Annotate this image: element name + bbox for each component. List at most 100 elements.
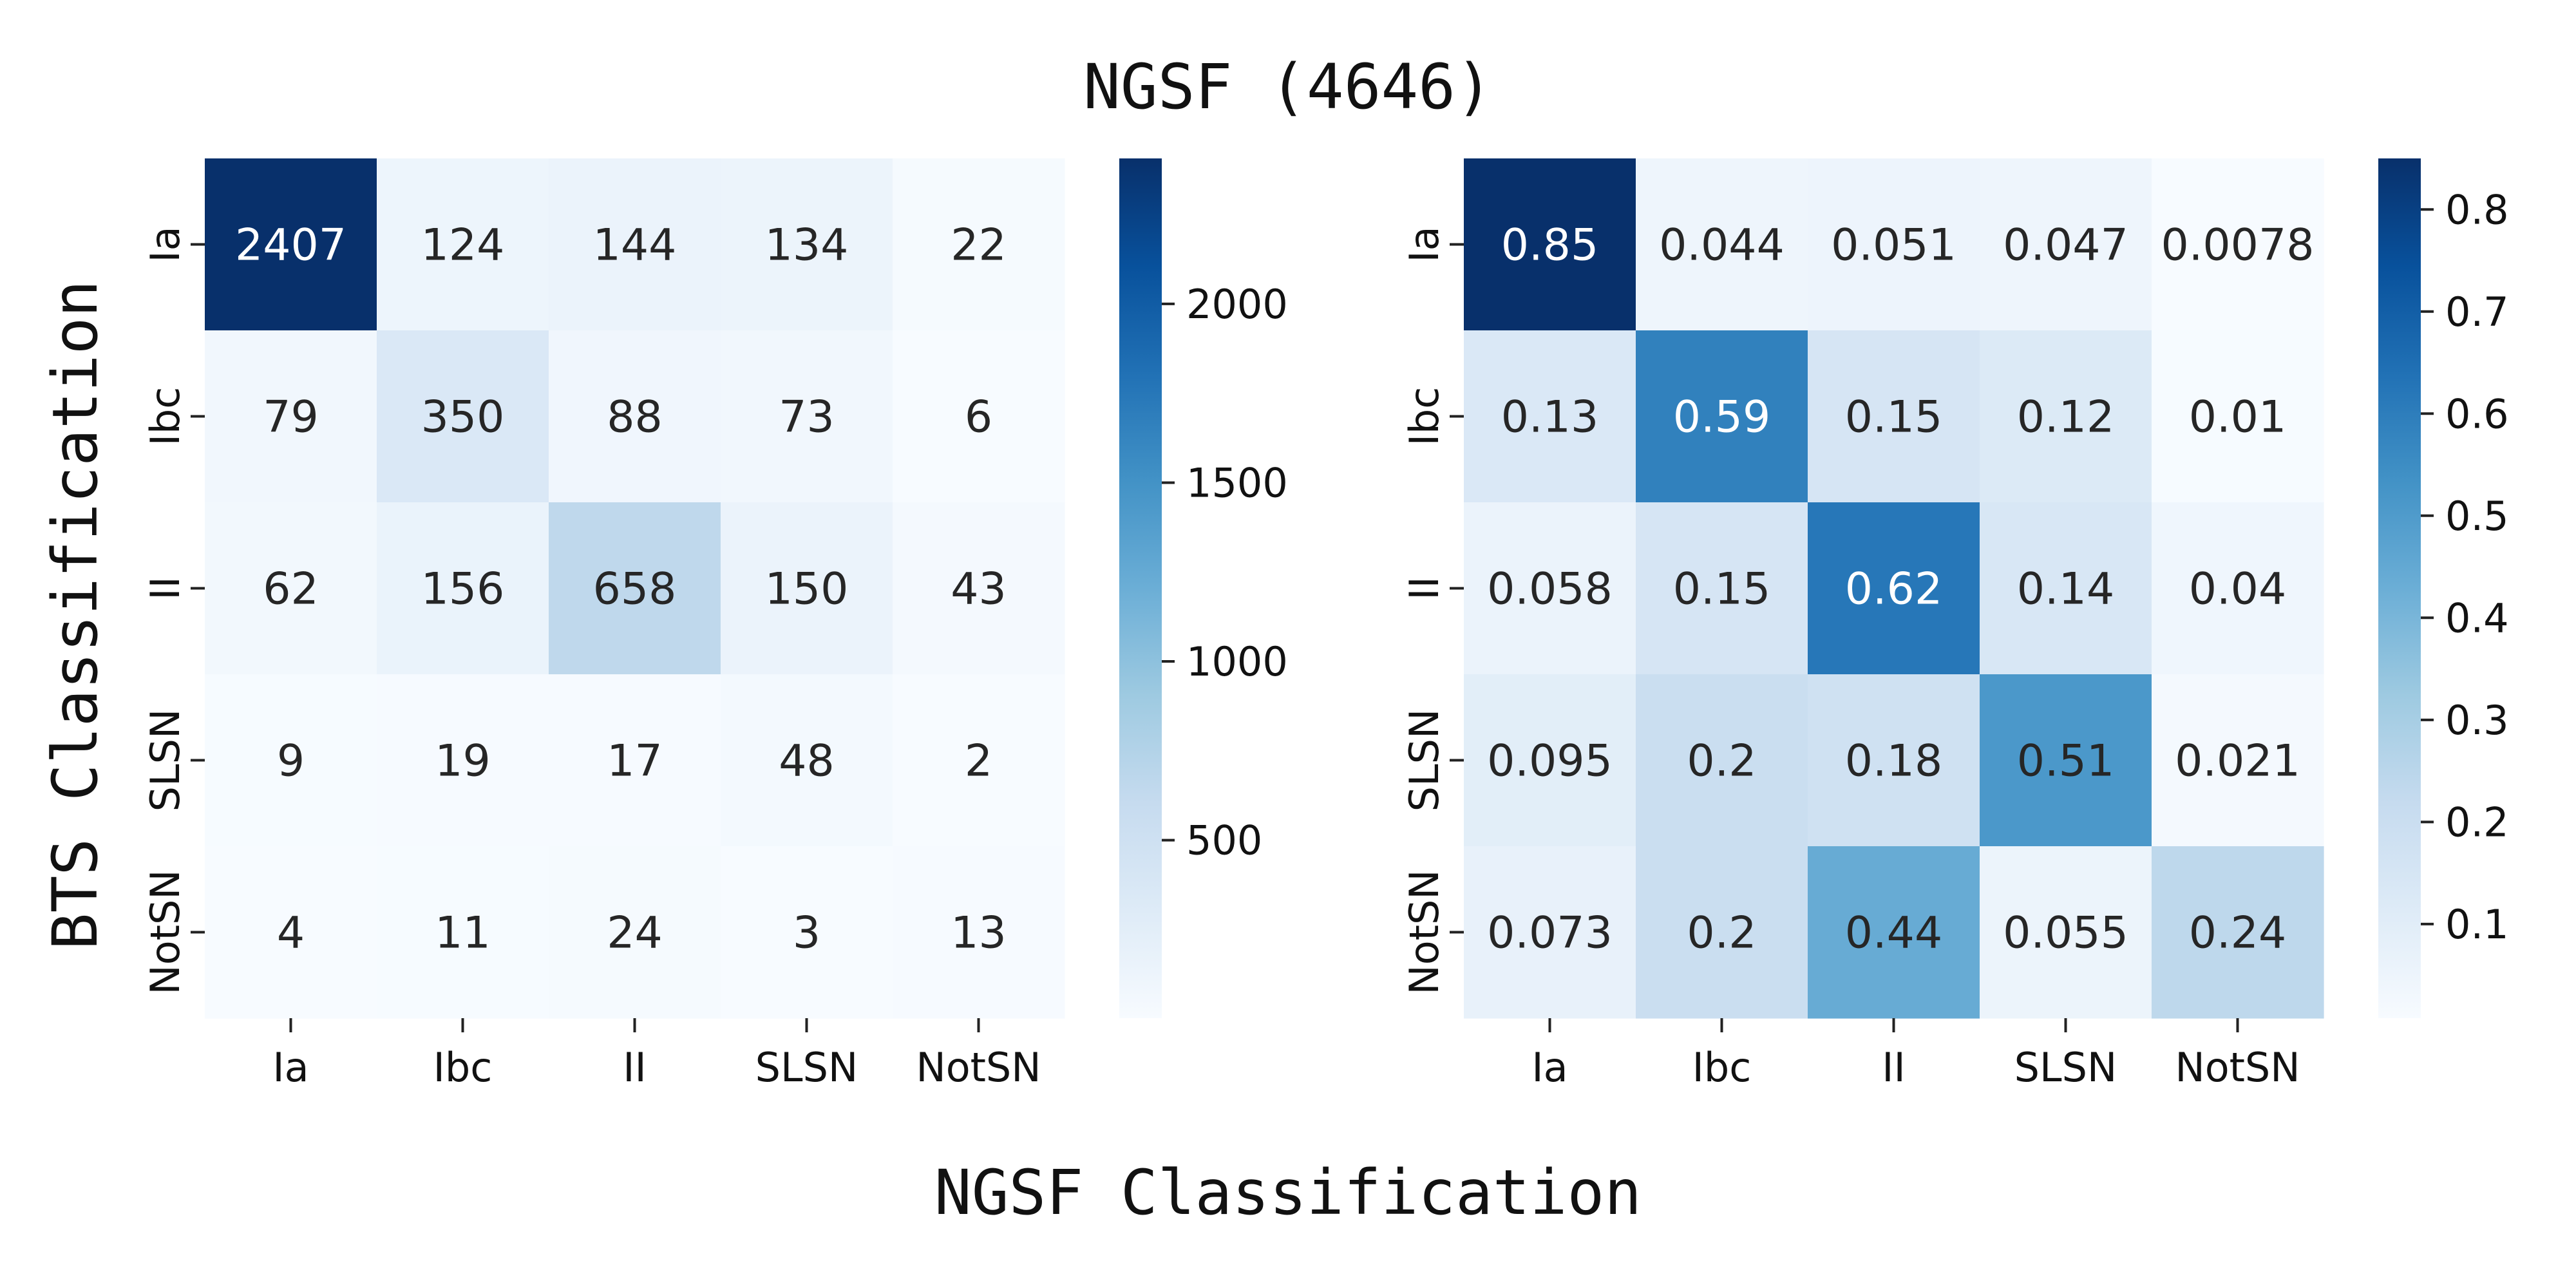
cell-value-label: 658 <box>593 564 677 615</box>
heatmap-cell <box>893 158 1065 331</box>
heatmap-normalized: 0.85 0.044 0.051 0.047 0.0078 0.13 0.59 0.15 0.1… <box>1401 158 2509 1091</box>
y-tick-label: NotSN <box>142 869 189 994</box>
cell-value-label: 0.62 <box>1845 564 1942 615</box>
y-tick-label: Ia <box>1401 226 1448 262</box>
cell-value-label: 0.18 <box>1845 736 1942 787</box>
cell-value-label: 2407 <box>235 220 346 271</box>
x-tick-label: II <box>623 1044 647 1091</box>
cell-value-label: 0.073 <box>1487 908 1613 959</box>
cell-value-label: 4 <box>277 908 305 959</box>
x-tick-label: NotSN <box>916 1044 1041 1091</box>
heatmap-cell <box>377 502 549 675</box>
heatmap-cell <box>1464 502 1636 675</box>
cell-value-label: 150 <box>765 564 849 615</box>
heatmap-cell <box>893 674 1065 847</box>
cell-value-label: 0.44 <box>1845 908 1942 959</box>
x-tick-label: Ibc <box>433 1044 493 1091</box>
colorbar-tick-label: 0.8 <box>2445 186 2509 233</box>
x-tick-label: SLSN <box>2014 1044 2117 1091</box>
colorbar-tick-label: 0.2 <box>2445 799 2509 846</box>
cell-value-label: 0.04 <box>2189 564 2286 615</box>
x-tick-label: Ia <box>1531 1044 1567 1091</box>
heatmap-cell <box>2152 846 2324 1019</box>
heatmap-cell <box>1808 674 1980 847</box>
cell-value-label: 0.2 <box>1687 908 1756 959</box>
cell-value-label: 48 <box>779 736 835 787</box>
heatmap-cell <box>893 330 1065 503</box>
cell-value-label: 22 <box>951 220 1007 271</box>
cell-value-label: 350 <box>421 392 505 443</box>
cell-value-label: 0.051 <box>1831 220 1956 271</box>
heatmap-cell <box>1980 330 2152 503</box>
cell-value-label: 0.15 <box>1673 564 1770 615</box>
heatmap-cell <box>2152 502 2324 675</box>
x-tick-label: SLSN <box>755 1044 858 1091</box>
colorbar-tick-label: 500 <box>1186 817 1262 864</box>
heatmap-cell <box>1980 502 2152 675</box>
y-tick-label: SLSN <box>142 709 189 812</box>
cell-value-label: 0.055 <box>2003 908 2128 959</box>
heatmap-cell <box>893 502 1065 675</box>
heatmap-cell <box>205 330 377 503</box>
cell-value-label: 9 <box>277 736 305 787</box>
cell-value-label: 134 <box>765 220 849 271</box>
cell-value-label: 6 <box>965 392 992 443</box>
heatmap-cell <box>1980 674 2152 847</box>
heatmap-cell <box>721 158 893 331</box>
heatmap-cell <box>377 330 549 503</box>
cell-value-label: 79 <box>263 392 319 443</box>
colorbar-tick-label: 2000 <box>1186 281 1288 328</box>
heatmap-cell <box>1980 846 2152 1019</box>
y-tick-label: Ia <box>142 226 189 262</box>
heatmap-cell <box>1464 846 1636 1019</box>
heatmap-cell <box>1808 158 1980 331</box>
colorbar-tick-label: 0.7 <box>2445 289 2509 336</box>
cell-value-label: 156 <box>421 564 505 615</box>
cell-value-label: 73 <box>779 392 835 443</box>
x-tick-label: Ibc <box>1692 1044 1752 1091</box>
heatmap-cell <box>205 158 377 331</box>
y-tick-label: NotSN <box>1401 869 1448 994</box>
y-tick-label: II <box>1401 576 1448 600</box>
cell-value-label: 0.59 <box>1673 392 1770 443</box>
heatmap-cell <box>1808 502 1980 675</box>
cell-value-label: 0.047 <box>2003 220 2128 271</box>
heatmap-cell <box>1980 158 2152 331</box>
y-tick-label: SLSN <box>1401 709 1448 812</box>
cell-value-label: 0.51 <box>2017 736 2114 787</box>
x-tick-label: II <box>1882 1044 1906 1091</box>
cell-value-label: 24 <box>607 908 663 959</box>
heatmap-cell <box>721 674 893 847</box>
heatmap-cell <box>1636 502 1808 675</box>
y-tick-label: II <box>142 576 189 600</box>
heatmap-cell <box>205 846 377 1019</box>
heatmap-cell <box>549 674 721 847</box>
heatmap-cell <box>205 674 377 847</box>
cell-value-label: 0.044 <box>1659 220 1785 271</box>
heatmap-cell <box>2152 674 2324 847</box>
cell-value-label: 0.0078 <box>2161 220 2315 271</box>
heatmap-cell <box>377 674 549 847</box>
cell-value-label: 0.021 <box>2175 736 2300 787</box>
x-axis-label: NGSF Classification <box>934 1157 1642 1229</box>
colorbar <box>2378 158 2421 1018</box>
heatmap-cell <box>721 502 893 675</box>
cell-value-label: 0.095 <box>1487 736 1613 787</box>
heatmap-cell <box>1808 330 1980 503</box>
cell-value-label: 88 <box>607 392 663 443</box>
y-axis-label: BTS Classification <box>39 280 111 950</box>
y-tick-label: Ibc <box>1401 387 1448 446</box>
cell-value-label: 43 <box>951 564 1007 615</box>
colorbar-tick-label: 0.6 <box>2445 390 2509 437</box>
colorbar-tick-label: 0.3 <box>2445 697 2509 744</box>
heatmap-cell <box>549 158 721 331</box>
heatmap-cell <box>721 846 893 1019</box>
cell-value-label: 2 <box>965 736 992 787</box>
x-tick-label: NotSN <box>2175 1044 2300 1091</box>
y-tick-label: Ibc <box>142 387 189 446</box>
cell-value-label: 0.14 <box>2017 564 2114 615</box>
heatmap-cell <box>205 502 377 675</box>
cell-value-label: 0.15 <box>1845 392 1942 443</box>
cell-value-label: 17 <box>607 736 663 787</box>
